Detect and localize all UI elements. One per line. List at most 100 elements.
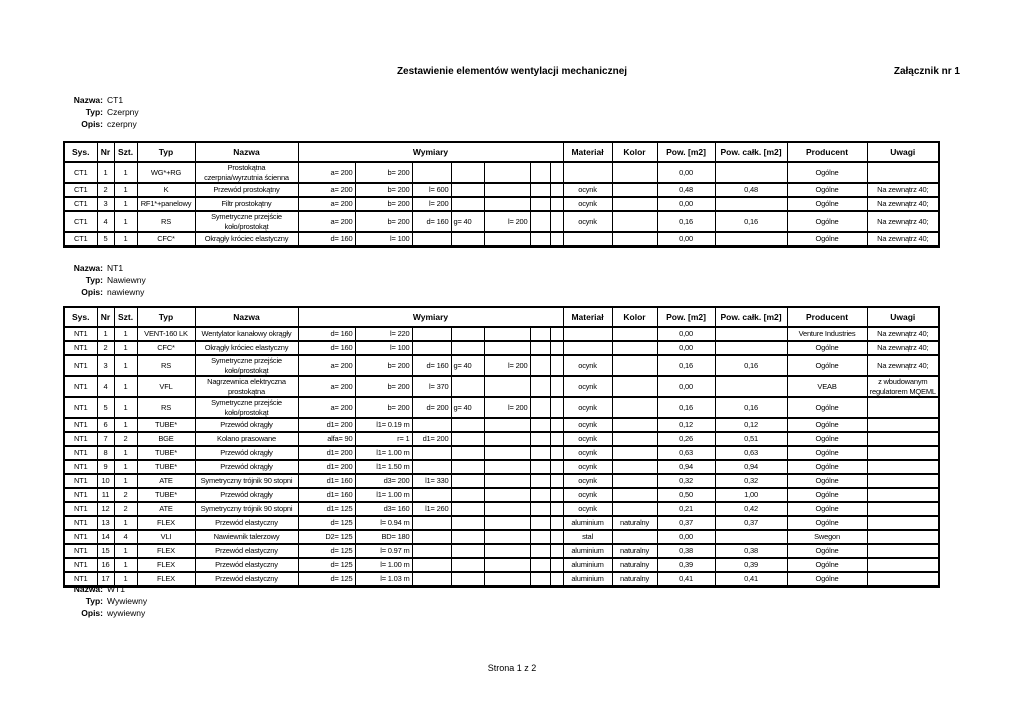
- cell-material: ocynk: [562, 445, 613, 461]
- cell-nazwa: Okrągły króciec elastyczny: [194, 340, 299, 356]
- cell-pow-calk: 1,00: [714, 487, 788, 503]
- cell-nazwa: Kolano prasowane: [194, 431, 299, 447]
- cell-pow-calk: 0,16: [714, 396, 788, 419]
- opis-value: czerpny: [107, 119, 137, 129]
- cell-nr: 3: [96, 196, 115, 212]
- cell-pow-calk: [714, 231, 788, 248]
- cell-dim-1: d= 125: [297, 571, 356, 588]
- cell-sys: NT1: [63, 515, 98, 531]
- cell-typ: BGE: [136, 431, 196, 447]
- col-header-typ: Typ: [136, 141, 196, 163]
- cell-typ: CFC*: [136, 231, 196, 248]
- cell-dim-2: b= 200: [354, 210, 413, 233]
- cell-nazwa: Symetryczne przejście koło/prostokąt: [194, 354, 299, 377]
- cell-dim-2: l= 220: [354, 326, 413, 342]
- cell-kolor: [611, 501, 658, 517]
- table-row: NT1 16 1 FLEX Przewód elastyczny d= 125 l= 1.0…: [63, 557, 940, 573]
- section-info-ct1: Nazwa: CT1 Typ: Czerpny Opis: czerpny: [63, 94, 139, 130]
- cell-sys: NT1: [63, 459, 98, 475]
- cell-dim-5: [483, 501, 531, 517]
- cell-pow-calk: 0,12: [714, 417, 788, 433]
- cell-uwagi: [866, 543, 940, 559]
- page-number: Strona 1 z 2: [487, 663, 537, 673]
- col-header-nr: Nr: [96, 141, 115, 163]
- cell-dim-7: [549, 210, 564, 233]
- cell-nr: 15: [96, 543, 115, 559]
- cell-dim-3: l= 200: [411, 196, 452, 212]
- cell-dim-1: d= 125: [297, 515, 356, 531]
- cell-szt: 1: [113, 396, 138, 419]
- cell-typ: FLEX: [136, 571, 196, 588]
- cell-dim-5: [483, 182, 531, 198]
- cell-nr: 2: [96, 182, 115, 198]
- cell-dim-1: d= 160: [297, 340, 356, 356]
- table-row: NT1 15 1 FLEX Przewód elastyczny d= 125 l= 0.9…: [63, 543, 940, 559]
- cell-pow: 0,63: [656, 445, 716, 461]
- cell-dim-4: [450, 375, 485, 398]
- cell-pow: 0,39: [656, 557, 716, 573]
- cell-pow: 0,00: [656, 529, 716, 545]
- cell-dim-6: [529, 326, 551, 342]
- cell-typ: TUBE*: [136, 487, 196, 503]
- cell-producent: Venture Industries: [786, 326, 868, 342]
- cell-uwagi: Na zewnątrz 40;: [866, 354, 940, 377]
- cell-nazwa: Wentylator kanałowy okrągły: [194, 326, 299, 342]
- cell-typ: FLEX: [136, 543, 196, 559]
- cell-pow: 0,94: [656, 459, 716, 475]
- opis-label: Opis:: [81, 287, 103, 297]
- cell-dim-3: [411, 571, 452, 588]
- cell-dim-3: [411, 459, 452, 475]
- cell-typ: VFL: [136, 375, 196, 398]
- header-row: Sys. Nr Szt. Typ Nazwa Wymiary Materiał …: [63, 306, 940, 328]
- cell-dim-2: r= 1: [354, 431, 413, 447]
- cell-dim-4: [450, 182, 485, 198]
- cell-kolor: [611, 487, 658, 503]
- opis-value: wywiewny: [107, 608, 146, 618]
- cell-dim-5: [483, 417, 531, 433]
- col-header-kolor: Kolor: [611, 306, 658, 328]
- cell-dim-7: [549, 571, 564, 588]
- cell-dim-1: d1= 160: [297, 487, 356, 503]
- cell-dim-4: [450, 417, 485, 433]
- cell-dim-4: [450, 487, 485, 503]
- cell-dim-5: [483, 571, 531, 588]
- cell-dim-2: BD= 180: [354, 529, 413, 545]
- cell-material: [562, 161, 613, 184]
- cell-dim-1: d= 160: [297, 231, 356, 248]
- cell-nazwa: Prostokątna czerpnia/wyrzutnia ścienna: [194, 161, 299, 184]
- opis-label: Opis:: [81, 119, 103, 129]
- cell-sys: NT1: [63, 431, 98, 447]
- cell-nr: 1: [96, 161, 115, 184]
- cell-dim-1: d1= 200: [297, 417, 356, 433]
- info-row-typ: Typ: Nawiewny: [63, 274, 146, 286]
- cell-pow-calk: 0,16: [714, 210, 788, 233]
- cell-sys: NT1: [63, 543, 98, 559]
- cell-dim-7: [549, 543, 564, 559]
- cell-dim-2: l= 100: [354, 231, 413, 248]
- cell-nr: 4: [96, 375, 115, 398]
- cell-dim-7: [549, 417, 564, 433]
- cell-material: [562, 340, 613, 356]
- col-header-pow-calk: Pow. całk. [m2]: [714, 141, 788, 163]
- table-row: NT1 12 2 ATE Symetryczny trójnik 90 stopni d1…: [63, 501, 940, 517]
- cell-dim-7: [549, 515, 564, 531]
- cell-nr: 14: [96, 529, 115, 545]
- page-title: Zestawienie elementów wentylacji mechani…: [396, 66, 628, 77]
- cell-producent: VEAB: [786, 375, 868, 398]
- cell-kolor: [611, 375, 658, 398]
- cell-material: aluminium: [562, 557, 613, 573]
- cell-nazwa: Przewód okrągły: [194, 487, 299, 503]
- cell-dim-4: g= 40: [450, 210, 485, 233]
- cell-dim-6: [529, 231, 551, 248]
- cell-dim-7: [549, 445, 564, 461]
- cell-pow: 0,37: [656, 515, 716, 531]
- nazwa-value: WT1: [107, 584, 125, 594]
- cell-typ: TUBE*: [136, 417, 196, 433]
- cell-nazwa: Przewód elastyczny: [194, 515, 299, 531]
- cell-dim-3: l= 370: [411, 375, 452, 398]
- cell-nazwa: Przewód prostokątny: [194, 182, 299, 198]
- cell-sys: NT1: [63, 473, 98, 489]
- cell-dim-7: [549, 557, 564, 573]
- cell-material: ocynk: [562, 375, 613, 398]
- table-row: NT1 11 2 TUBE* Przewód okrągły d1= 160 l1= 1.0…: [63, 487, 940, 503]
